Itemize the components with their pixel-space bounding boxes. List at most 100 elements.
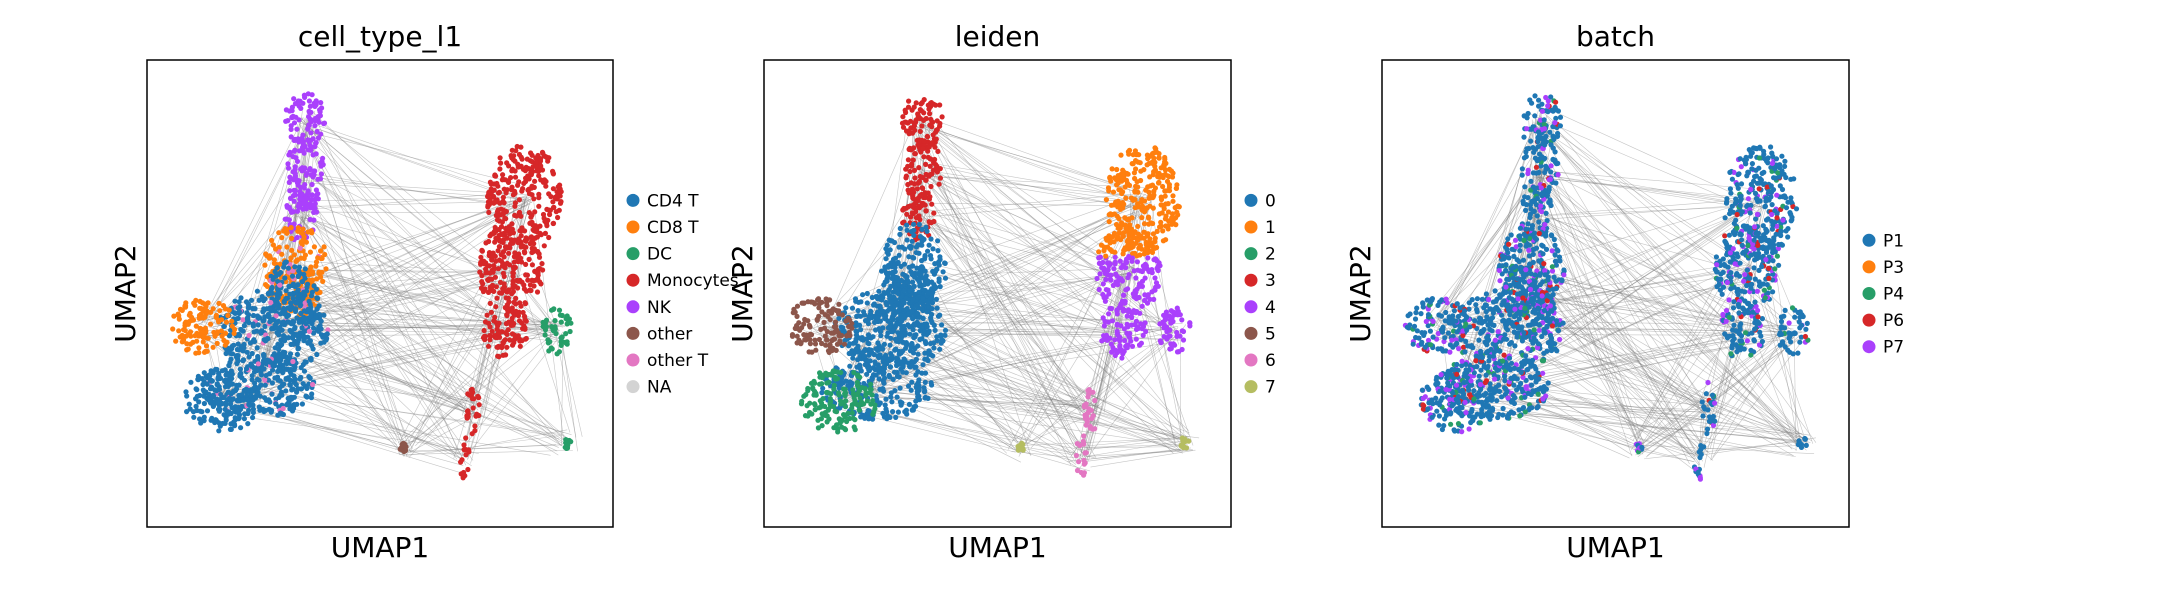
p0-point-cd4-t [246,407,252,413]
p1-point-0 [934,334,940,340]
p1-point-3 [908,163,915,169]
p1-point-4 [1119,355,1125,361]
p1-point-0 [894,309,900,315]
p0-point-cd4-t [250,409,256,416]
p0-point-cd4-t [295,273,302,279]
p0-point-cd4-t [300,329,306,335]
p1-edge [922,217,1087,460]
p0-point-cd4-t [279,342,285,348]
p1-point-6 [1092,397,1098,404]
p0-point-cd4-t [226,363,232,369]
p1-point-0 [861,353,867,359]
p1-point-0 [882,279,888,285]
p1-point-0 [936,278,942,285]
p0-point-monocytes [509,315,515,321]
p0-point-dc [568,320,574,326]
p1-point-0 [880,356,887,362]
p1-point-3 [924,133,930,139]
p0-point-monocytes [543,178,549,185]
p0-point-other-t [302,300,308,306]
p0-edge [197,333,560,440]
p1-point-0 [882,402,888,408]
p1-point-5 [833,347,839,353]
p0-point-cd8-t [215,329,221,335]
p0-point-monocytes [516,318,523,324]
p1-point-5 [827,317,833,323]
p0-title: cell_type_l1 [298,20,462,53]
p1-point-2 [815,425,822,431]
p0-point-monocytes [493,284,499,290]
p0-point-monocytes [519,188,525,194]
p1-point-0 [820,385,826,391]
p1-point-1 [1152,245,1158,251]
p0-plot-frame [146,59,614,528]
p1-title: leiden [955,20,1041,53]
p0-point-cd8-t [323,266,329,272]
p1-point-1 [1147,203,1153,209]
p0-point-cd4-t [237,366,243,372]
p0-edge [211,330,470,414]
p1-point-1 [1151,169,1157,175]
p1-point-0 [904,341,910,348]
p1-point-3 [933,162,939,168]
p1-point-4 [1134,286,1140,293]
p0-point-monocytes [510,289,516,295]
p1-point-0 [893,355,899,361]
p0-edge [203,327,221,410]
p0-point-cd8-t [311,244,317,250]
p1-point-3 [923,161,929,167]
p1-point-1 [1160,183,1166,190]
p0-point-cd4-t [228,356,234,362]
p0-point-monocytes [503,352,509,358]
p0-point-nk [290,154,296,160]
p1-point-3 [929,201,935,207]
p0-point-monocytes [483,270,489,276]
p1-point-0 [899,400,905,406]
p1-point-3 [912,175,918,181]
p0-point-cd4-t [203,389,209,395]
p0-point-cd4-t [201,370,207,376]
p1-point-5 [845,315,851,321]
p1-point-1 [1159,210,1165,216]
p0-edge [295,267,561,339]
p1-point-1 [1125,237,1131,243]
p0-point-monocytes [509,184,515,190]
p0-point-cd8-t [171,313,177,319]
p0-legend-marker-cd4-t [626,193,640,207]
p0-point-cd4-t [271,351,277,357]
p0-edge [308,214,568,439]
p0-point-cd8-t [279,235,285,241]
p0-point-cd4-t [254,288,260,294]
p0-point-cd8-t [182,327,188,334]
p0-legend-label-monocytes: Monocytes [647,271,739,291]
p0-point-monocytes [538,281,544,287]
p1-point-0 [901,300,907,306]
p0-point-cd4-t [298,386,305,392]
p1-point-0 [933,267,940,273]
p1-point-0 [917,242,924,248]
p0-point-cd4-t [281,381,287,387]
p0-point-monocytes [503,245,509,251]
p0-point-cd4-t [209,393,215,400]
p0-point-monocytes [530,227,537,233]
p1-point-4 [1161,312,1167,318]
p1-point-1 [1132,188,1138,194]
p0-point-cd4-t [254,376,261,382]
p0-point-cd8-t [205,335,211,341]
p0-point-monocytes [515,240,521,246]
p1-point-0 [891,369,898,375]
p0-point-monocytes [482,337,488,343]
p1-point-6 [1081,461,1087,467]
p1-point-0 [892,303,898,309]
p0-edge [305,173,404,449]
p0-ylabel: UMAP2 [109,244,142,343]
p1-point-0 [924,309,930,315]
p1-point-0 [888,283,894,290]
p0-point-cd4-t [197,416,203,422]
p1-point-1 [1156,180,1162,186]
p1-point-0 [865,415,871,421]
p0-point-dc [542,332,548,338]
p0-point-cd4-t [252,338,258,345]
p1-point-5 [805,318,811,324]
p1-point-5 [789,332,796,338]
